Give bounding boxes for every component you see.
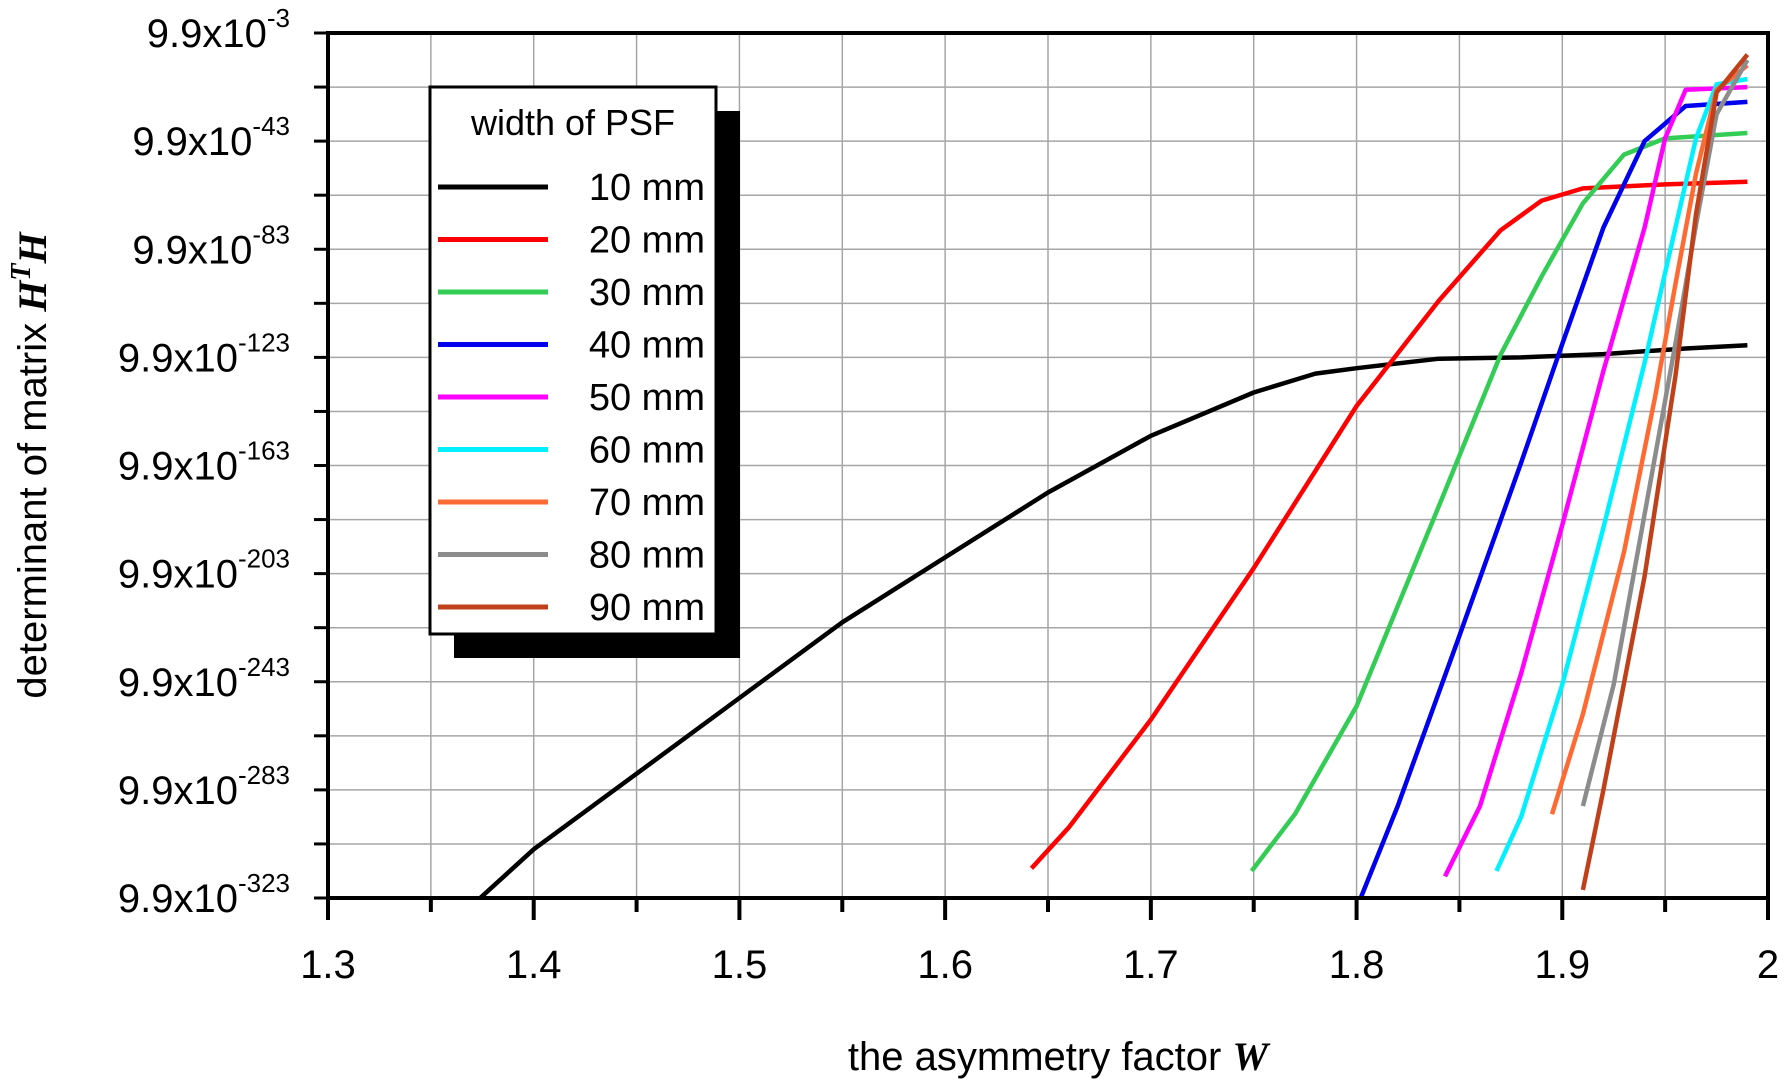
x-tick-label: 1.9	[1534, 943, 1590, 987]
y-tick-label: 9.9x10-43	[132, 111, 290, 164]
x-tick-label: 1.3	[300, 943, 356, 987]
y-tick-label: 9.9x10-203	[118, 544, 290, 597]
y-tick-label: 9.9x10-83	[132, 219, 290, 272]
x-tick-label: 1.8	[1329, 943, 1385, 987]
legend-label: 70 mm	[589, 482, 705, 524]
legend-label: 20 mm	[589, 220, 705, 262]
series-line-10-mm	[478, 342, 1748, 900]
legend-label: 80 mm	[589, 535, 705, 577]
x-axis-title: the asymmetry factor W	[848, 1034, 1271, 1079]
series-lines	[478, 53, 1750, 900]
y-axis-title-superscript: T	[6, 262, 37, 281]
y-tick-label: 9.9x10-283	[118, 760, 290, 813]
series-line-80-mm	[1580, 58, 1750, 807]
legend-label: 50 mm	[589, 377, 705, 419]
legend-label: 30 mm	[589, 272, 705, 314]
y-axis-title-text: determinant of matrix	[11, 312, 55, 699]
series-line-20-mm	[1029, 179, 1748, 870]
legend-label: 40 mm	[589, 325, 705, 367]
series-line-60-mm	[1494, 76, 1748, 872]
y-axis-title-symbol: H	[10, 279, 55, 313]
y-tick-label: 9.9x10-323	[118, 868, 290, 921]
tick-labels: 1.3 1.4 1.5 1.6 1.7 1.8 1.9 2 9.9x10-3 9.9x10-43 9…	[118, 3, 1779, 987]
legend-label: 10 mm	[589, 167, 705, 209]
series-line-30-mm	[1249, 130, 1748, 873]
legend-label: 60 mm	[589, 430, 705, 472]
legend-items: 10 mm 20 mm 30 mm 40 mm 50 mm 60 mm 70 mm 80 mm…	[438, 167, 705, 629]
x-tick-label: 1.7	[1123, 943, 1179, 987]
x-tick-label: 1.4	[506, 943, 562, 987]
y-axis-title: determinant of matrix HTH	[6, 231, 55, 699]
y-tick-label: 9.9x10-123	[118, 327, 290, 380]
y-tick-label: 9.9x10-3	[147, 3, 290, 56]
axis-ticks	[314, 31, 1770, 920]
series-line-50-mm	[1442, 84, 1748, 878]
x-axis-title-text: the asymmetry factor	[848, 1035, 1233, 1079]
grid	[327, 32, 1769, 899]
x-tick-label: 2	[1757, 943, 1779, 987]
legend: width of PSF 10 mm 20 mm 30 mm 40 mm 50 mm 60…	[428, 85, 740, 658]
y-tick-label: 9.9x10-243	[118, 652, 290, 705]
x-tick-label: 1.5	[712, 943, 768, 987]
y-axis-title-symbol2: H	[10, 231, 55, 265]
x-axis-title-symbol: W	[1232, 1034, 1270, 1079]
legend-label: 90 mm	[589, 587, 705, 629]
legend-title: width of PSF	[470, 102, 675, 143]
legend-box	[428, 85, 718, 636]
series-line-70-mm	[1549, 63, 1749, 815]
y-tick-label: 9.9x10-163	[118, 436, 290, 489]
series-line-90-mm	[1580, 53, 1750, 891]
x-tick-label: 1.6	[917, 943, 973, 987]
